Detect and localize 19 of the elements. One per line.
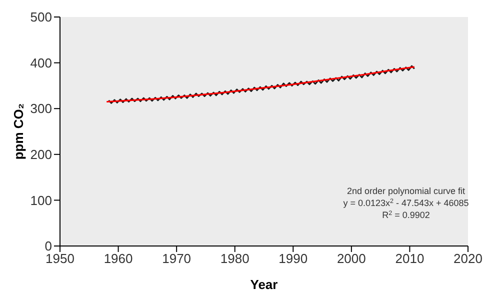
x-tick-label: 1950 [46, 251, 74, 266]
y-tick-label: 0 [44, 238, 52, 254]
y-tick-label: 200 [30, 147, 52, 162]
y-tick-label: 100 [30, 192, 52, 208]
y-tick-label: 400 [30, 55, 52, 70]
x-tick-label: 1990 [278, 251, 308, 266]
x-axis-title: Year [250, 277, 278, 292]
annotation: R$^{2}$ = 0.9902 [382, 210, 430, 220]
y-axis-title: ppm CO₂ [11, 103, 26, 160]
x-tick-label: 2000 [336, 251, 366, 266]
annotation: y = 0.0123x$^{2}$ - 47.543x + 46085 [343, 198, 469, 208]
x-tick-label: 1980 [220, 251, 250, 266]
y-tick-label: 500 [30, 10, 52, 25]
annotation: 2nd order polynomial curve fit [346, 186, 466, 196]
x-tick-label: 2020 [454, 251, 482, 266]
x-tick-label: 1970 [162, 251, 192, 266]
x-tick-label: 2010 [395, 251, 424, 266]
x-tick-label: 1960 [104, 251, 133, 266]
y-tick-label: 300 [30, 101, 52, 116]
